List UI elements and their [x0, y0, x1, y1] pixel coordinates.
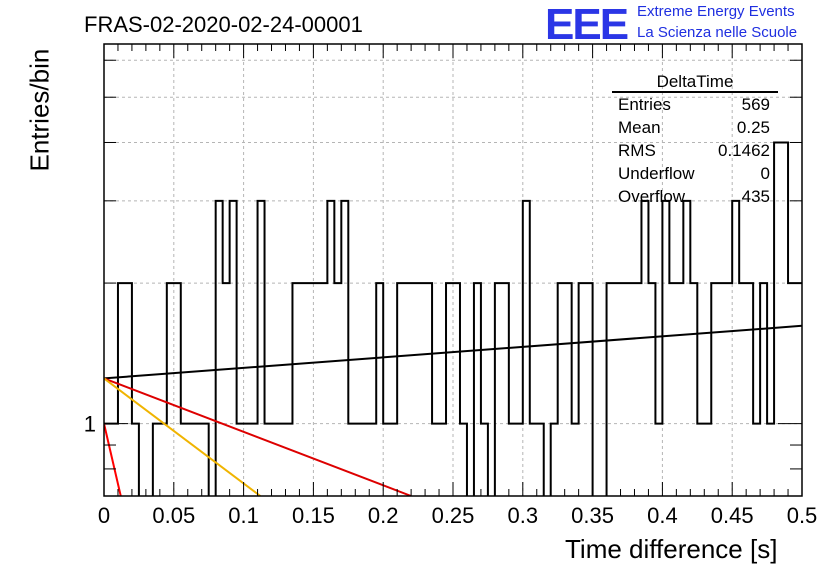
stats-row: Mean 0.25 — [612, 116, 778, 139]
stats-row: RMS 0.1462 — [612, 139, 778, 162]
fit-line — [104, 377, 412, 496]
fit-line — [104, 324, 802, 380]
stats-label: Mean — [618, 118, 661, 137]
stats-box: DeltaTime Entries 569 Mean 0.25 RMS 0.1462 … — [612, 72, 778, 208]
stats-label: RMS — [618, 141, 656, 160]
eee-logo: EEE — [545, 0, 629, 49]
stats-value: 569 — [741, 95, 770, 114]
x-tick-label: 0.35 — [571, 503, 614, 528]
x-tick-label: 0.3 — [508, 503, 539, 528]
histogram-bars — [104, 141, 802, 496]
stats-label: Overflow — [618, 187, 686, 206]
fit-line — [104, 377, 261, 496]
x-tick-label: 0.1 — [228, 503, 259, 528]
x-tick-label: 0.25 — [432, 503, 475, 528]
logo-caption-line2: La Scienza nelle Scuole — [637, 24, 798, 41]
x-tick-label: 0 — [98, 503, 110, 528]
logo-caption-line1: Extreme Energy Events — [637, 3, 795, 20]
stats-row: Overflow 435 — [612, 185, 778, 208]
stats-value: 0.25 — [736, 118, 770, 137]
stats-label: Entries — [618, 95, 671, 114]
stats-label: Underflow — [618, 164, 695, 183]
fit-line — [104, 423, 122, 496]
stats-value: 0 — [760, 164, 770, 183]
x-tick-label: 0.2 — [368, 503, 399, 528]
x-tick-label: 0.4 — [647, 503, 678, 528]
x-tick-label: 0.5 — [787, 503, 818, 528]
stats-value: 0.1462 — [718, 141, 770, 160]
y-tick-label: 1 — [84, 412, 96, 437]
chart-title: FRAS-02-2020-02-24-00001 — [84, 12, 363, 37]
stats-value: 435 — [741, 187, 770, 206]
x-tick-label: 0.15 — [292, 503, 335, 528]
stats-row: Underflow 0 — [612, 162, 778, 185]
stats-title: DeltaTime — [612, 72, 778, 93]
stats-row: Entries 569 — [612, 93, 778, 116]
x-tick-label: 0.45 — [711, 503, 754, 528]
y-axis-label: Entries/bin — [24, 48, 55, 172]
x-tick-label: 0.05 — [152, 503, 195, 528]
x-axis-label: Time difference [s] — [565, 534, 778, 564]
